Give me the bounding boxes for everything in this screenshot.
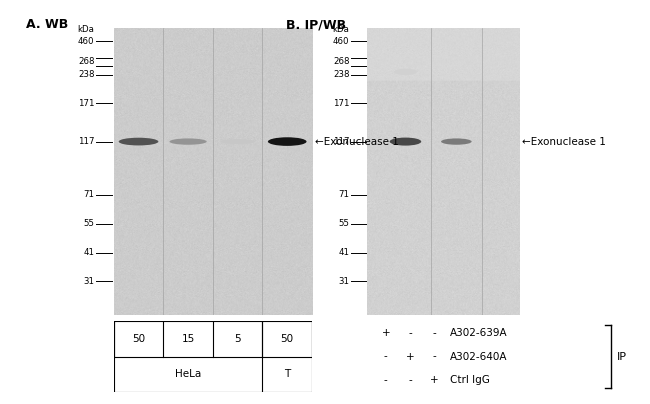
Text: -: - (384, 351, 387, 362)
Text: -: - (408, 328, 412, 338)
Text: ←Exonuclease 1: ←Exonuclease 1 (522, 137, 606, 147)
Ellipse shape (220, 139, 255, 144)
Text: 460: 460 (333, 37, 349, 46)
Ellipse shape (441, 139, 472, 145)
Text: T: T (284, 369, 291, 379)
Text: 31: 31 (83, 277, 94, 286)
Text: -: - (433, 328, 436, 338)
Text: +: + (406, 351, 415, 362)
Text: A302-640A: A302-640A (450, 351, 508, 362)
Text: ←Exonuclease 1: ←Exonuclease 1 (315, 137, 398, 147)
Text: 238: 238 (78, 70, 94, 79)
Text: +: + (382, 328, 390, 338)
Text: 238: 238 (333, 70, 349, 79)
Text: B. IP/WB: B. IP/WB (286, 18, 346, 31)
Text: 55: 55 (83, 219, 94, 228)
Ellipse shape (394, 69, 417, 75)
Text: +: + (430, 375, 439, 385)
Text: 50: 50 (132, 334, 145, 344)
Text: 31: 31 (339, 277, 349, 286)
Text: Ctrl IgG: Ctrl IgG (450, 375, 490, 385)
Text: 117: 117 (333, 137, 349, 146)
Text: 41: 41 (339, 248, 349, 257)
Text: 117: 117 (78, 137, 94, 146)
Text: 41: 41 (83, 248, 94, 257)
Text: 5: 5 (235, 334, 241, 344)
Text: 55: 55 (339, 219, 349, 228)
Text: -: - (384, 375, 387, 385)
Ellipse shape (389, 138, 421, 145)
Text: 50: 50 (281, 334, 294, 344)
Text: kDa: kDa (77, 25, 94, 34)
Text: 71: 71 (339, 190, 349, 199)
Text: 268: 268 (78, 57, 94, 66)
Ellipse shape (170, 139, 207, 145)
Text: 268: 268 (333, 57, 349, 66)
Text: kDa: kDa (333, 25, 349, 34)
Text: 460: 460 (78, 37, 94, 46)
Text: IP: IP (617, 351, 627, 362)
Text: 15: 15 (181, 334, 195, 344)
Text: HeLa: HeLa (175, 369, 202, 379)
Text: -: - (408, 375, 412, 385)
Ellipse shape (268, 137, 307, 146)
Text: A302-639A: A302-639A (450, 328, 508, 338)
Text: 171: 171 (333, 99, 349, 108)
Text: A. WB: A. WB (26, 18, 68, 31)
Text: 71: 71 (83, 190, 94, 199)
Text: -: - (433, 351, 436, 362)
Ellipse shape (119, 138, 159, 145)
Text: 171: 171 (78, 99, 94, 108)
